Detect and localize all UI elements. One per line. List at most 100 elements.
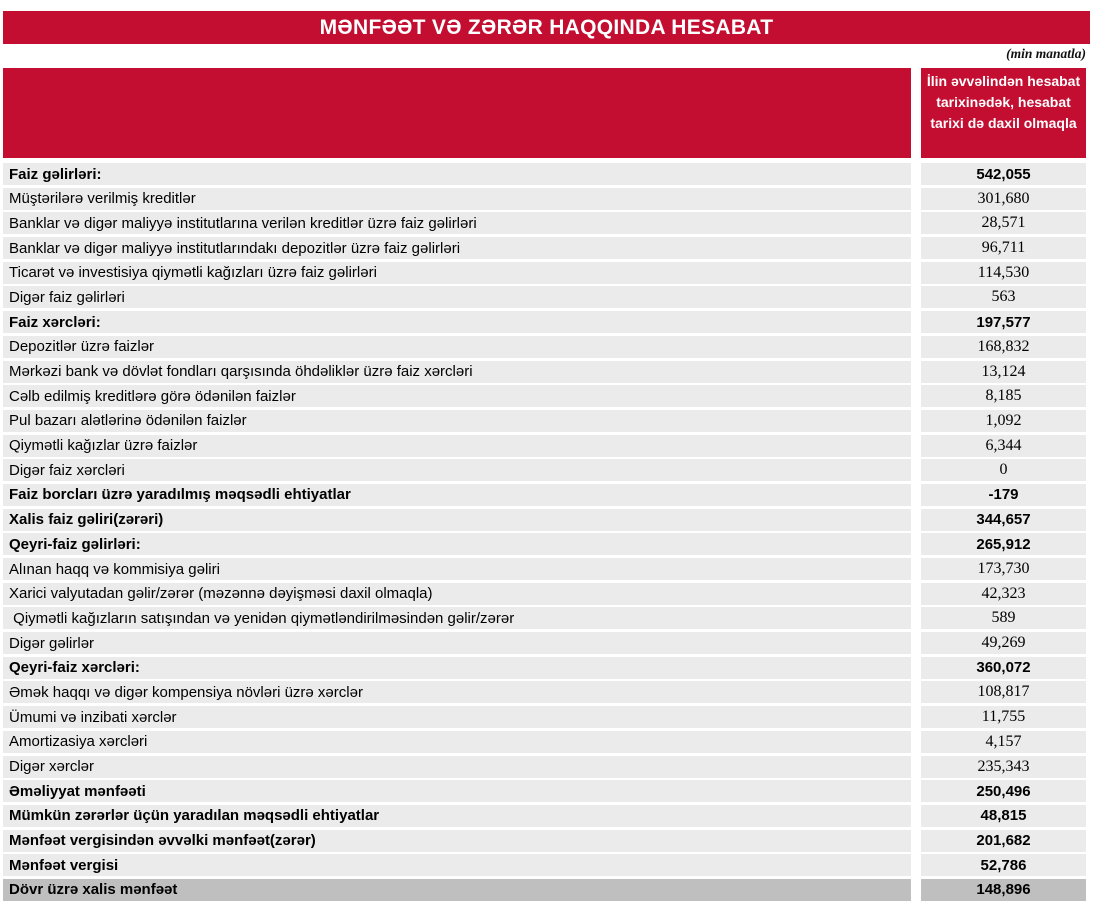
row-value: 148,896 xyxy=(921,878,1086,901)
row-label: Amortizasiya xərcləri xyxy=(3,730,911,753)
table-row: Qeyri-faiz gəlirləri: 265,912 xyxy=(3,533,1086,556)
column-gap xyxy=(911,854,921,876)
table-row: Müştərilərə verilmiş kreditlər 301,680 xyxy=(3,187,1086,210)
row-value: 28,571 xyxy=(921,212,1086,235)
row-label: Xalis faiz gəliri(zərəri) xyxy=(3,508,911,531)
table-row: Qeyri-faiz xərcləri: 360,072 xyxy=(3,656,1086,679)
column-gap xyxy=(911,163,921,185)
column-gap xyxy=(911,830,921,852)
column-gap xyxy=(911,805,921,827)
table-row: Banklar və digər maliyyə institutlarına … xyxy=(3,212,1086,235)
row-label: Mərkəzi bank və dövlət fondları qarşısın… xyxy=(3,360,911,383)
row-value: 8,185 xyxy=(921,385,1086,408)
table-row: Digər xərclər 235,343 xyxy=(3,755,1086,778)
table-row: Mümkün zərərlər üçün yaradılan məqsədli … xyxy=(3,804,1086,827)
row-value: 42,323 xyxy=(921,582,1086,605)
column-gap xyxy=(911,188,921,210)
column-gap xyxy=(911,583,921,605)
table-row: Alınan haqq və kommisiya gəliri 173,730 xyxy=(3,558,1086,580)
table-row: Əməliyyat mənfəəti 250,496 xyxy=(3,780,1086,803)
row-value: 563 xyxy=(921,286,1086,309)
row-label: Banklar və digər maliyyə institutlarına … xyxy=(3,212,911,235)
column-gap xyxy=(911,237,921,259)
column-gap xyxy=(911,756,921,778)
row-value: 360,072 xyxy=(921,656,1086,679)
column-gap xyxy=(911,533,921,555)
table-row: Cəlb edilmiş kreditlərə görə ödənilən fa… xyxy=(3,385,1086,408)
row-label: Digər gəlirlər xyxy=(3,632,911,655)
column-gap xyxy=(911,361,921,383)
row-value: 1,092 xyxy=(921,409,1086,432)
column-gap xyxy=(911,484,921,506)
table-row: Qiymətli kağızların satışından və yenidə… xyxy=(3,607,1086,630)
row-label: Qiymətli kağızların satışından və yenidə… xyxy=(3,607,911,630)
table-row: Xalis faiz gəliri(zərəri) 344,657 xyxy=(3,508,1086,531)
row-value: 542,055 xyxy=(921,163,1086,185)
table-row: Digər gəlirlər 49,269 xyxy=(3,632,1086,655)
row-label: Digər faiz xərcləri xyxy=(3,459,911,482)
column-gap xyxy=(911,731,921,753)
column-gap xyxy=(911,780,921,802)
table-row: Digər faiz gəlirləri 563 xyxy=(3,286,1086,309)
row-label: Qeyri-faiz gəlirləri: xyxy=(3,533,911,556)
row-label: Depozitlər üzrə faizlər xyxy=(3,335,911,358)
column-gap xyxy=(911,311,921,333)
row-label: Pul bazarı alətlərinə ödənilən faizlər xyxy=(3,409,911,432)
table-row: Faiz borcları üzrə yaradılmış məqsədli e… xyxy=(3,483,1086,506)
column-gap xyxy=(911,558,921,580)
table-row: Pul bazarı alətlərinə ödənilən faizlər 1,… xyxy=(3,409,1086,432)
row-label: Əmək haqqı və digər kompensiya növləri ü… xyxy=(3,681,911,704)
row-label: Banklar və digər maliyyə institutlarında… xyxy=(3,237,911,260)
row-label: Mənfəət vergisindən əvvəlki mənfəət(zərə… xyxy=(3,829,911,852)
column-gap xyxy=(911,459,921,481)
table-row: Amortizasiya xərcləri 4,157 xyxy=(3,730,1086,753)
row-value: 589 xyxy=(921,607,1086,630)
column-gap xyxy=(911,879,921,901)
column-gap xyxy=(911,657,921,679)
column-gap xyxy=(911,262,921,284)
table-body: Faiz gəlirləri: 542,055 Müştərilərə verilm… xyxy=(3,163,1086,901)
row-value: 344,657 xyxy=(921,508,1086,531)
row-label: Ticarət və investisiya qiymətli kağızlar… xyxy=(3,261,911,284)
row-label: Ümumi və inzibati xərclər xyxy=(3,706,911,729)
table-row: Ümumi və inzibati xərclər 11,755 xyxy=(3,706,1086,729)
column-gap xyxy=(911,509,921,531)
row-label: Qeyri-faiz xərcləri: xyxy=(3,656,911,679)
row-label: Alınan haqq və kommisiya gəliri xyxy=(3,558,911,580)
row-value: 250,496 xyxy=(921,780,1086,803)
row-label: Digər faiz gəlirləri xyxy=(3,286,911,309)
column-gap xyxy=(911,607,921,629)
row-label: Faiz gəlirləri: xyxy=(3,163,911,185)
table-row: Ticarət və investisiya qiymətli kağızlar… xyxy=(3,261,1086,284)
row-label: Müştərilərə verilmiş kreditlər xyxy=(3,187,911,210)
profit-loss-table: İlin əvvəlindən hesabat tarixinədək, hes… xyxy=(3,68,1086,904)
row-label: Faiz borcları üzrə yaradılmış məqsədli e… xyxy=(3,483,911,506)
column-gap xyxy=(911,68,921,158)
row-label: Mənfəət vergisi xyxy=(3,854,911,877)
column-gap xyxy=(911,336,921,358)
column-gap xyxy=(911,681,921,703)
row-value: 0 xyxy=(921,459,1086,482)
row-label: Dövr üzrə xalis mənfəət xyxy=(3,878,911,901)
row-value: -179 xyxy=(921,483,1086,506)
table-row: Əmək haqqı və digər kompensiya növləri ü… xyxy=(3,681,1086,704)
row-label: Xarici valyutadan gəlir/zərər (məzənnə d… xyxy=(3,582,911,605)
table-row: Xarici valyutadan gəlir/zərər (məzənnə d… xyxy=(3,582,1086,605)
table-row: Qiymətli kağızlar üzrə faizlər 6,344 xyxy=(3,434,1086,457)
table-row: Mənfəət vergisi 52,786 xyxy=(3,854,1086,877)
row-value: 48,815 xyxy=(921,804,1086,827)
row-value: 173,730 xyxy=(921,558,1086,580)
column-gap xyxy=(911,410,921,432)
table-header-row: İlin əvvəlindən hesabat tarixinədək, hes… xyxy=(3,68,1086,158)
value-column-header: İlin əvvəlindən hesabat tarixinədək, hes… xyxy=(921,68,1086,158)
row-value: 108,817 xyxy=(921,681,1086,704)
column-gap xyxy=(911,706,921,728)
table-row: Banklar və digər maliyyə institutlarında… xyxy=(3,237,1086,260)
row-label: Faiz xərcləri: xyxy=(3,311,911,334)
table-row: Digər faiz xərcləri 0 xyxy=(3,459,1086,482)
row-value: 4,157 xyxy=(921,730,1086,753)
row-value: 49,269 xyxy=(921,632,1086,655)
row-value: 265,912 xyxy=(921,533,1086,556)
row-value: 197,577 xyxy=(921,311,1086,334)
row-value: 96,711 xyxy=(921,237,1086,260)
